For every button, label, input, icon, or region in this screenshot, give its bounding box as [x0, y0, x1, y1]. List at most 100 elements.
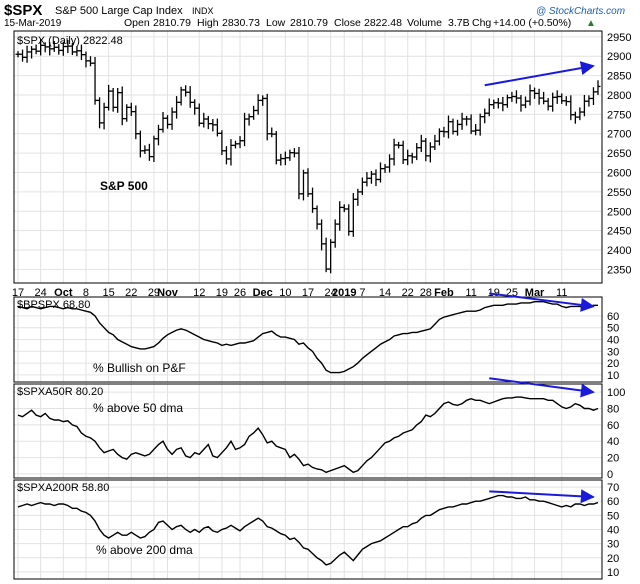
chart-header: $SPX S&P 500 Large Cap Index INDX @ Stoc…: [4, 2, 625, 29]
panel-annotation: % Bullish on P&F: [93, 361, 186, 375]
low-value: 2810.79: [290, 17, 328, 29]
price-bar: [391, 138, 397, 166]
quote-stats: Open 2810.79 High 2830.73 Low 2810.79 Cl…: [124, 17, 596, 29]
price-bar: [178, 86, 184, 106]
y-tick-label: 30: [607, 346, 619, 358]
y-tick-label: 60: [607, 496, 619, 508]
x-tick-label: Nov: [157, 287, 179, 299]
price-bar: [24, 45, 30, 63]
x-tick-label: Mar: [525, 287, 545, 299]
x-tick-label: 10: [279, 287, 291, 299]
x-tick-label: 24: [325, 287, 337, 299]
x-tick-label: Feb: [434, 287, 454, 299]
price-bar: [495, 98, 501, 109]
price-bar: [563, 96, 569, 106]
panel-annotation: % above 200 dma: [96, 543, 193, 557]
price-bar: [459, 112, 465, 130]
price-bar: [464, 115, 470, 126]
panel-4: 10 20 30 40 50 60 70 $SPXA200R 58.80 % above 200…: [13, 479, 619, 580]
price-bar: [355, 188, 361, 206]
price-bar: [545, 98, 551, 111]
trend-arrow: [484, 61, 595, 87]
price-bar: [581, 94, 587, 117]
price-bar: [396, 141, 402, 149]
x-tick-label: 7: [359, 287, 365, 299]
price-bar: [83, 51, 89, 68]
exchange: INDX: [192, 6, 214, 16]
x-tick-label: Dec: [253, 287, 273, 299]
panel-frame: [13, 30, 603, 284]
volume-label: Volume: [407, 17, 442, 29]
price-bar: [201, 112, 207, 128]
y-tick-label: 50: [607, 510, 619, 522]
trend-arrow: [489, 292, 595, 312]
price-bar: [223, 146, 229, 165]
price-bar: [92, 56, 98, 105]
x-tick-label: 29: [148, 287, 160, 299]
y-tick-label: 40: [607, 335, 619, 347]
x-tick-label: 2019: [332, 287, 356, 299]
price-bar: [287, 149, 293, 161]
price-bar: [228, 139, 234, 166]
y-tick-label: 20: [607, 358, 619, 370]
y-tick-label: 0: [607, 469, 613, 481]
y-tick-label: 2350: [607, 264, 631, 276]
price-bar: [142, 145, 148, 154]
price-bar: [468, 114, 474, 135]
chart-panels: 2350240024502500255026002650270027502800…: [12, 30, 631, 580]
price-bar: [450, 118, 456, 135]
price-bar: [169, 107, 175, 130]
panel-3: 0 20 40 60 80 100 $SPXA50R 80.20 % above 50 dma: [13, 377, 625, 481]
price-bar: [155, 124, 161, 146]
x-tick-label: Oct: [54, 287, 73, 299]
price-bar: [364, 172, 370, 187]
x-tick-label: 22: [125, 287, 137, 299]
price-bar: [237, 136, 243, 149]
y-tick-label: 2950: [607, 32, 631, 44]
close-label: Close: [334, 17, 361, 29]
x-tick-label: 17: [12, 287, 24, 299]
panel-1: 2350 2400 2450 2500 2550 2600 2650 2700 2750 2800…: [12, 30, 631, 299]
price-bar: [278, 153, 284, 166]
legend-label: $BPSPX 68.80: [17, 299, 90, 311]
price-bar: [509, 91, 515, 102]
price-bar: [532, 87, 538, 99]
x-tick-label: 28: [420, 287, 432, 299]
price-bar: [568, 95, 574, 121]
price-bar: [300, 169, 306, 201]
high-value: 2830.73: [222, 17, 260, 29]
y-tick-label: 60: [607, 311, 619, 323]
panel-frame: [13, 479, 603, 580]
price-bar: [423, 138, 429, 162]
price-bar: [405, 149, 411, 166]
price-bar: [174, 96, 180, 119]
price-bar: [445, 115, 451, 139]
price-bar: [205, 115, 211, 130]
price-bar: [210, 119, 216, 132]
y-tick-label: 2650: [607, 148, 631, 160]
price-bar: [491, 99, 497, 109]
x-tick-label: 22: [402, 287, 414, 299]
y-tick-label: 2850: [607, 71, 631, 83]
y-tick-label: 2600: [607, 168, 631, 180]
price-bar: [97, 97, 103, 129]
price-bar: [323, 237, 329, 273]
price-bar: [337, 201, 343, 231]
quote-date: 15-Mar-2019: [4, 18, 62, 29]
open-value: 2810.79: [153, 17, 191, 29]
index-name: S&P 500 Large Cap Index: [55, 5, 183, 17]
y-tick-label: 20: [607, 453, 619, 465]
price-bar: [409, 152, 415, 164]
price-bar: [151, 135, 157, 163]
up-arrow-icon: ▲: [586, 18, 596, 29]
y-tick-label: 70: [607, 482, 619, 494]
y-tick-label: 2400: [607, 245, 631, 257]
trend-arrow: [489, 489, 595, 504]
price-bar: [328, 239, 334, 274]
price-bar: [88, 56, 93, 67]
price-bar: [269, 127, 275, 138]
price-bar: [418, 134, 424, 152]
price-bar: [20, 49, 26, 62]
